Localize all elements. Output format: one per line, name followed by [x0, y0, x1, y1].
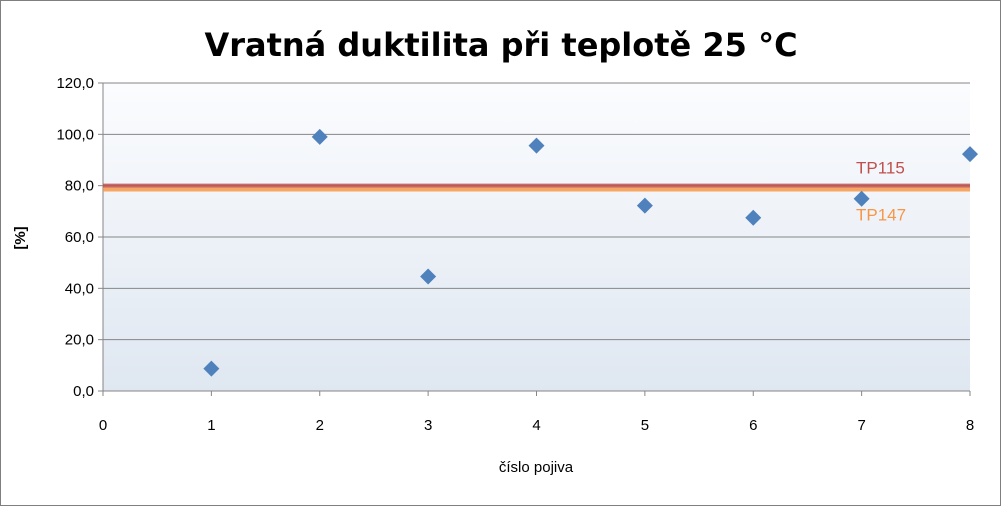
data-point [636, 197, 653, 214]
data-point [528, 137, 545, 154]
x-tick-label: 0 [99, 417, 107, 434]
x-tick-label: 4 [532, 417, 540, 434]
data-point [853, 190, 870, 207]
data-point [203, 360, 220, 377]
x-tick-label: 5 [641, 417, 649, 434]
x-tick-label: 3 [424, 417, 432, 434]
data-point [311, 128, 328, 145]
y-tick-label: 120,0 [56, 75, 94, 92]
reference-label-tp147: TP147 [856, 206, 906, 225]
y-tick-label: 40,0 [65, 280, 94, 297]
y-tick-label: 0,0 [73, 383, 94, 400]
chart-title: Vratná duktilita při teplotě 25 °C [204, 26, 797, 64]
y-tick-label: 60,0 [65, 229, 94, 246]
x-tick-label: 1 [207, 417, 215, 434]
y-tick-label: 80,0 [65, 178, 94, 195]
x-tick-label: 6 [749, 417, 757, 434]
y-tick-label: 20,0 [65, 332, 94, 349]
x-tick-label: 7 [857, 417, 865, 434]
data-point [962, 146, 978, 163]
x-tick-label: 2 [316, 417, 324, 434]
x-tick-label: 8 [966, 417, 974, 434]
data-point [420, 268, 437, 285]
x-axis-title: číslo pojiva [499, 459, 574, 476]
y-axis-title: [%] [12, 226, 29, 249]
data-point [745, 209, 762, 226]
y-tick-label: 100,0 [56, 126, 94, 143]
reference-label-tp115: TP115 [856, 159, 905, 178]
